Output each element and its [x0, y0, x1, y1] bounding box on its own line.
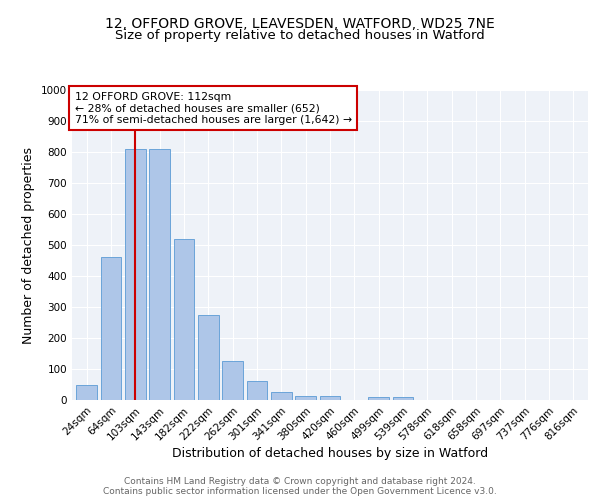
- Bar: [173, 239, 194, 400]
- Text: 12 OFFORD GROVE: 112sqm
← 28% of detached houses are smaller (652)
71% of semi-d: 12 OFFORD GROVE: 112sqm ← 28% of detache…: [74, 92, 352, 124]
- Bar: [392, 397, 413, 400]
- Text: Size of property relative to detached houses in Watford: Size of property relative to detached ho…: [115, 29, 485, 42]
- Text: Contains HM Land Registry data © Crown copyright and database right 2024.
Contai: Contains HM Land Registry data © Crown c…: [103, 476, 497, 496]
- Bar: [295, 396, 316, 400]
- Bar: [320, 396, 340, 400]
- Bar: [271, 392, 292, 400]
- Bar: [125, 149, 146, 400]
- Bar: [76, 385, 97, 400]
- Bar: [222, 361, 243, 400]
- Bar: [247, 382, 268, 400]
- Bar: [198, 315, 218, 400]
- Text: 12, OFFORD GROVE, LEAVESDEN, WATFORD, WD25 7NE: 12, OFFORD GROVE, LEAVESDEN, WATFORD, WD…: [105, 18, 495, 32]
- Bar: [149, 149, 170, 400]
- X-axis label: Distribution of detached houses by size in Watford: Distribution of detached houses by size …: [172, 448, 488, 460]
- Bar: [101, 258, 121, 400]
- Y-axis label: Number of detached properties: Number of detached properties: [22, 146, 35, 344]
- Bar: [368, 397, 389, 400]
